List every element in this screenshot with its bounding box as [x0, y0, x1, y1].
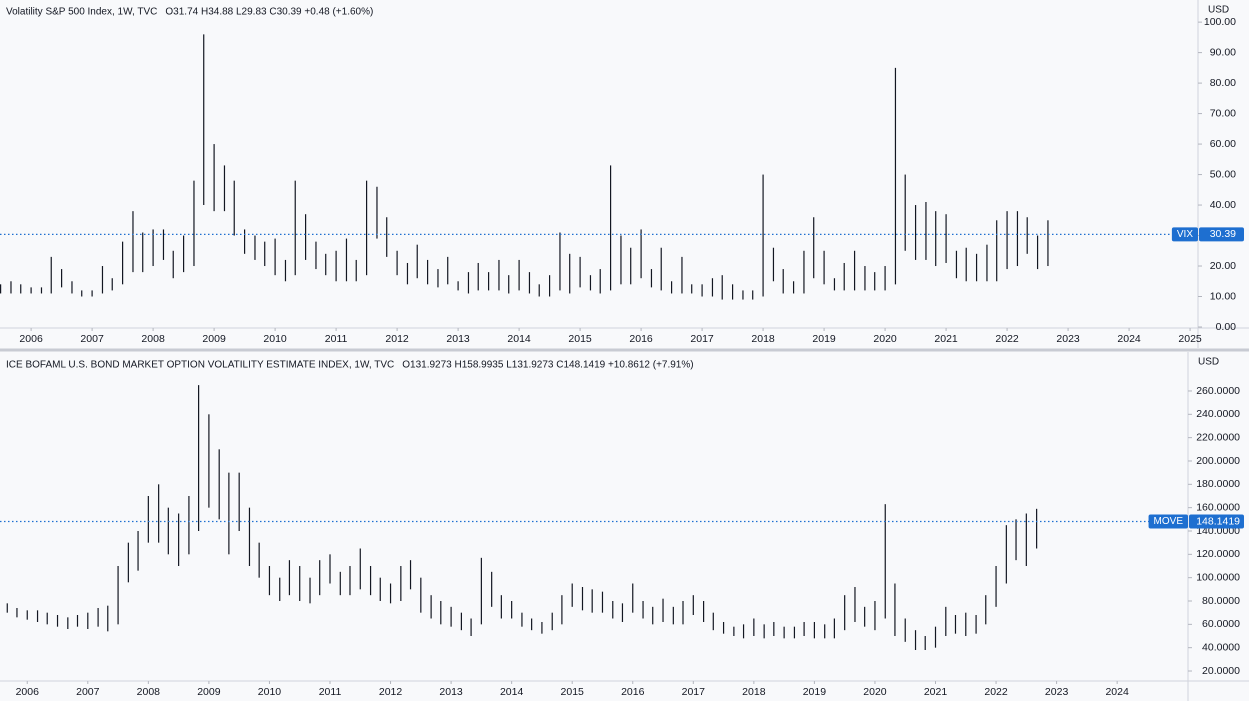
x-tick-label: 2015	[561, 686, 585, 698]
x-tick-label: 2012	[379, 686, 403, 698]
symbol-label: VIX	[1177, 229, 1193, 240]
x-tick-label: 2013	[439, 686, 463, 698]
x-tick-label: 2018	[742, 686, 766, 698]
x-tick-label: 2018	[751, 333, 775, 345]
x-tick-label: 2021	[934, 333, 958, 345]
y-tick-label: 20.00	[1210, 260, 1236, 272]
y-tick-label: 220.0000	[1196, 431, 1240, 443]
y-tick-label: 90.00	[1210, 46, 1236, 58]
x-tick-label: 2011	[319, 686, 342, 698]
legend-ohlc: O31.74 H34.88 L29.83 C30.39 +0.48 (+1.60…	[165, 7, 373, 18]
x-tick-label: 2012	[385, 333, 409, 345]
x-tick-label: 2008	[141, 333, 165, 345]
x-tick-label: 2016	[629, 333, 653, 345]
y-tick-label: 100.00	[1204, 16, 1236, 28]
x-tick-label: 2009	[197, 686, 221, 698]
last-price-badge	[1189, 514, 1244, 529]
legend-title: Volatility S&P 500 Index, 1W, TVC	[6, 7, 157, 18]
y-tick-label: 0.00	[1216, 321, 1237, 333]
last-price-label: 30.39	[1210, 228, 1236, 240]
x-tick-label: 2019	[803, 686, 827, 698]
y-tick-label: 100.0000	[1196, 571, 1240, 583]
x-tick-label: 2007	[80, 333, 104, 345]
y-tick-label: 180.0000	[1196, 478, 1240, 490]
x-tick-label: 2022	[995, 333, 1019, 345]
x-tick-label: 2014	[500, 686, 524, 698]
x-tick-label: 2008	[137, 686, 161, 698]
x-tick-label: 2007	[76, 686, 100, 698]
x-tick-label: 2019	[812, 333, 836, 345]
legend-ohlc: O131.9273 H158.9935 L131.9273 C148.1419 …	[402, 360, 693, 371]
symbol-label: MOVE	[1154, 516, 1184, 527]
x-tick-label: 2024	[1117, 333, 1141, 345]
y-tick-label: 40.0000	[1202, 641, 1240, 653]
legend-title: ICE BOFAML U.S. BOND MARKET OPTION VOLAT…	[6, 360, 394, 371]
y-tick-label: 50.00	[1210, 168, 1236, 180]
x-tick-label: 2021	[924, 686, 948, 698]
x-tick-label: 2016	[621, 686, 645, 698]
y-tick-label: 200.0000	[1196, 455, 1240, 467]
currency-label: USD	[1198, 357, 1219, 368]
y-tick-label: 10.00	[1210, 290, 1236, 302]
x-tick-label: 2006	[16, 686, 40, 698]
x-tick-label: 2011	[325, 333, 348, 345]
y-tick-label: 20.0000	[1202, 665, 1240, 677]
currency-label: USD	[1208, 5, 1229, 16]
x-tick-label: 2017	[690, 333, 714, 345]
x-tick-label: 2015	[568, 333, 592, 345]
x-tick-label: 2013	[446, 333, 470, 345]
last-price-badge	[1199, 227, 1244, 242]
y-tick-label: 60.00	[1210, 138, 1236, 150]
x-tick-label: 2010	[263, 333, 287, 345]
symbol-badge	[1148, 514, 1188, 529]
y-tick-label: 70.00	[1210, 107, 1236, 119]
y-tick-label: 240.0000	[1196, 408, 1240, 420]
x-tick-label: 2017	[682, 686, 706, 698]
x-tick-label: 2020	[873, 333, 897, 345]
x-tick-label: 2024	[1105, 686, 1129, 698]
x-tick-label: 2009	[202, 333, 226, 345]
x-tick-label: 2006	[19, 333, 43, 345]
y-tick-label: 80.00	[1210, 77, 1236, 89]
x-tick-label: 2010	[258, 686, 282, 698]
y-tick-label: 160.0000	[1196, 501, 1240, 513]
x-tick-label: 2014	[507, 333, 531, 345]
last-price-label: 148.1419	[1196, 515, 1240, 527]
x-tick-label: 2022	[984, 686, 1008, 698]
y-tick-label: 120.0000	[1196, 548, 1240, 560]
x-tick-label: 2020	[863, 686, 887, 698]
y-tick-label: 260.0000	[1196, 385, 1240, 397]
y-tick-label: 40.00	[1210, 199, 1236, 211]
y-tick-label: 60.0000	[1202, 618, 1240, 630]
x-tick-label: 2023	[1045, 686, 1069, 698]
symbol-badge	[1171, 227, 1198, 242]
x-tick-label: 2023	[1056, 333, 1080, 345]
y-tick-label: 80.0000	[1202, 595, 1240, 607]
x-tick-label: 2025	[1178, 333, 1202, 345]
